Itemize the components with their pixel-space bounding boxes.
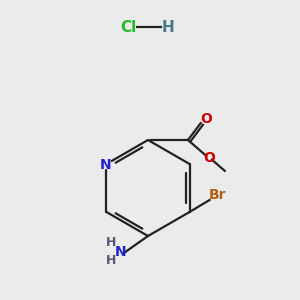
Text: Cl: Cl [120,20,136,34]
Text: O: O [203,151,215,165]
Text: N: N [100,158,111,172]
Text: H: H [106,254,116,268]
Text: H: H [106,236,116,250]
Text: Br: Br [209,188,226,202]
Text: N: N [115,245,126,259]
Text: H: H [162,20,174,34]
Text: O: O [200,112,212,126]
